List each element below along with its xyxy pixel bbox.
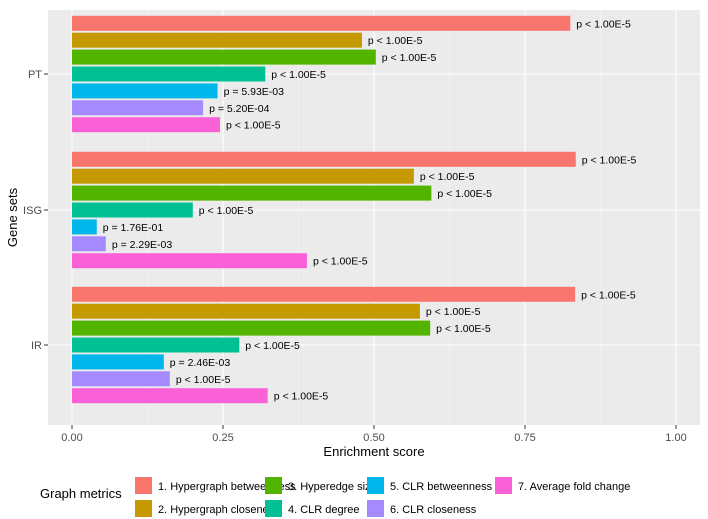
bar-label: p < 1.00E-5 [176,374,231,386]
legend-key-3 [265,477,282,494]
legend-label-2: 2. Hypergraph closeness [158,504,280,516]
y-tick-label: IR [31,340,42,352]
bar-label: p < 1.00E-5 [199,205,254,217]
x-tick-label: 0.00 [61,432,82,444]
bar-label: p < 1.00E-5 [420,171,475,183]
bar-label: p = 5.93E-03 [224,86,285,98]
bar-PT-4 [72,66,266,82]
legend-key-2 [135,500,152,517]
bar-label: p = 5.20E-04 [209,103,270,115]
bar-label: p < 1.00E-5 [368,35,423,47]
legend-key-1 [135,477,152,494]
y-tick-label: PT [28,69,42,81]
bar-IR-7 [72,388,268,404]
bar-label: p < 1.00E-5 [313,256,368,268]
bar-ISG-1 [72,151,576,167]
bar-ISG-2 [72,168,414,184]
x-axis-title: Enrichment score [323,444,424,459]
bar-IR-3 [72,320,431,336]
bar-label: p < 1.00E-5 [382,52,437,64]
y-tick-label: ISG [23,205,42,217]
legend-label-5: 5. CLR betweenness [390,481,493,493]
bar-ISG-6 [72,236,106,252]
x-tick-label: 1.00 [665,432,686,444]
legend-key-4 [265,500,282,517]
x-tick-label: 0.25 [212,432,233,444]
bar-PT-7 [72,117,220,133]
bar-label: p < 1.00E-5 [576,18,631,30]
bar-ISG-5 [72,219,97,235]
bar-PT-3 [72,49,376,65]
bar-label: p < 1.00E-5 [245,340,300,352]
bar-label: p < 1.00E-5 [436,323,491,335]
bar-ISG-4 [72,202,193,218]
bar-label: p < 1.00E-5 [437,188,492,200]
bar-IR-5 [72,354,164,370]
legend-title: Graph metrics [40,486,122,501]
bar-IR-6 [72,371,170,387]
legend-label-1: 1. Hypergraph betweenness [158,481,296,493]
bar-IR-1 [72,286,576,302]
bar-ISG-3 [72,185,432,201]
legend-label-6: 6. CLR closeness [390,504,477,516]
bar-label: p < 1.00E-5 [226,120,281,132]
bar-label: p < 1.00E-5 [426,306,481,318]
legend-label-4: 4. CLR degree [288,504,360,516]
bar-PT-2 [72,32,362,48]
legend-label-7: 7. Average fold change [518,481,630,493]
bar-ISG-7 [72,253,307,269]
legend-key-6 [367,500,384,517]
bar-label: p = 2.46E-03 [170,357,231,369]
legend-key-5 [367,477,384,494]
bar-label: p < 1.00E-5 [271,69,326,81]
y-axis-title: Gene sets [5,187,20,247]
bar-label: p < 1.00E-5 [274,391,329,403]
bar-label: p = 2.29E-03 [112,239,173,251]
bar-label: p < 1.00E-5 [581,289,636,301]
bar-PT-5 [72,83,218,99]
bar-IR-2 [72,303,420,319]
legend-key-7 [495,477,512,494]
bar-PT-1 [72,15,571,31]
bar-IR-4 [72,337,240,353]
x-tick-label: 0.50 [363,432,384,444]
x-tick-label: 0.75 [514,432,535,444]
bar-PT-6 [72,100,204,116]
bar-label: p = 1.76E-01 [103,222,164,234]
bar-label: p < 1.00E-5 [582,154,637,166]
legend-label-3: 3. Hyperedge size [288,481,377,493]
